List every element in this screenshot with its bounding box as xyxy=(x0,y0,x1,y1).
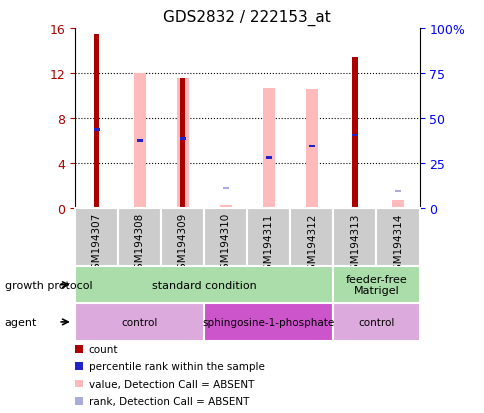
Bar xyxy=(308,145,314,148)
Text: GSM194310: GSM194310 xyxy=(220,213,230,276)
Text: GSM194311: GSM194311 xyxy=(263,213,273,276)
Text: standard condition: standard condition xyxy=(151,280,256,290)
Text: feeder-free
Matrigel: feeder-free Matrigel xyxy=(345,274,407,296)
Bar xyxy=(180,138,185,140)
Text: GSM194313: GSM194313 xyxy=(349,213,359,276)
Bar xyxy=(333,304,419,341)
Bar xyxy=(351,134,357,137)
Text: growth protocol: growth protocol xyxy=(5,280,92,290)
Bar xyxy=(75,304,204,341)
Bar xyxy=(118,209,161,266)
Bar xyxy=(333,266,419,304)
Bar xyxy=(204,209,247,266)
Bar xyxy=(94,35,99,209)
Bar xyxy=(376,209,419,266)
Text: percentile rank within the sample: percentile rank within the sample xyxy=(89,361,264,371)
Bar xyxy=(262,88,274,209)
Bar xyxy=(352,58,357,209)
Text: agent: agent xyxy=(5,317,37,327)
Bar xyxy=(305,90,318,209)
Bar xyxy=(204,304,333,341)
Bar xyxy=(391,201,403,209)
Text: GSM194312: GSM194312 xyxy=(306,213,316,276)
Bar xyxy=(219,205,231,209)
Text: count: count xyxy=(89,344,118,354)
Bar xyxy=(394,190,400,193)
Text: GSM194309: GSM194309 xyxy=(178,213,187,276)
Text: sphingosine-1-phosphate: sphingosine-1-phosphate xyxy=(202,317,334,327)
Bar xyxy=(93,129,100,131)
Text: GSM194314: GSM194314 xyxy=(392,213,402,276)
Text: rank, Detection Call = ABSENT: rank, Detection Call = ABSENT xyxy=(89,396,249,406)
Text: control: control xyxy=(358,317,394,327)
Bar xyxy=(161,209,204,266)
Title: GDS2832 / 222153_at: GDS2832 / 222153_at xyxy=(163,10,331,26)
Bar xyxy=(75,209,118,266)
Text: GSM194307: GSM194307 xyxy=(91,213,102,276)
Text: control: control xyxy=(121,317,158,327)
Bar xyxy=(176,78,188,209)
Text: value, Detection Call = ABSENT: value, Detection Call = ABSENT xyxy=(89,379,254,389)
Bar xyxy=(290,209,333,266)
Bar xyxy=(75,266,333,304)
Bar xyxy=(265,157,272,159)
Bar xyxy=(333,209,376,266)
Bar xyxy=(134,74,146,209)
Bar xyxy=(136,140,142,142)
Bar xyxy=(247,209,290,266)
Bar xyxy=(180,78,185,209)
Bar xyxy=(222,187,228,190)
Text: GSM194308: GSM194308 xyxy=(135,213,144,276)
